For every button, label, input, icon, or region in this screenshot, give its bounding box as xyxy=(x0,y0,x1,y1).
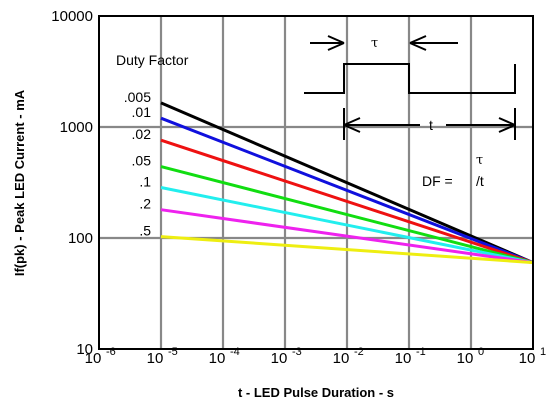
y-tick-label: 1000 xyxy=(60,119,93,136)
x-tick-label: 10 xyxy=(209,350,226,367)
x-tick-label: 10 xyxy=(519,350,536,367)
x-tick-labels: 10 -6 10 -5 10 -4 10 -3 10 -2 10 -1 10 0 10 1 xyxy=(85,346,546,367)
x-tick-label: 10 xyxy=(85,350,102,367)
legend-title: Duty Factor xyxy=(116,52,189,68)
series-label: .5 xyxy=(139,223,151,239)
x-tick-label: 10 xyxy=(457,350,474,367)
pulse-waveform xyxy=(304,63,516,94)
series-label: .1 xyxy=(139,174,151,190)
period-arrowhead-left xyxy=(343,117,361,133)
series-label: .005 xyxy=(124,89,151,105)
series-line xyxy=(160,116,534,264)
y-tick-labels: 10 100 1000 10000 xyxy=(51,8,93,358)
x-tick-exponent: -4 xyxy=(230,346,240,358)
x-axis-title: t - LED Pulse Duration - s xyxy=(238,385,394,400)
series-lines xyxy=(160,101,534,265)
y-tick-label: 10 xyxy=(76,341,93,358)
pulse-arrowhead-left xyxy=(327,35,345,51)
x-tick-label: 10 xyxy=(147,350,164,367)
series-label: .01 xyxy=(132,104,152,120)
series-line xyxy=(160,138,534,265)
series-line xyxy=(160,208,534,265)
pulse-diagram: τ t xyxy=(304,35,516,140)
series-line xyxy=(160,186,534,265)
tau-label: τ xyxy=(371,36,378,51)
series-line xyxy=(160,235,534,265)
series-line xyxy=(160,165,534,265)
x-tick-exponent: -6 xyxy=(106,346,116,358)
pulse-arrowhead-right xyxy=(409,35,427,51)
x-tick-label: 10 xyxy=(271,350,288,367)
x-tick-label: 10 xyxy=(395,350,412,367)
series-label: .05 xyxy=(132,153,152,169)
series-labels: .005.01 .02 .05 .1 .2 .5 xyxy=(124,89,151,239)
series-label: .02 xyxy=(132,126,152,142)
x-tick-exponent: -5 xyxy=(168,346,178,358)
period-arrowhead-right xyxy=(498,117,516,133)
y-tick-label: 100 xyxy=(68,230,93,247)
y-axis-title: If(pk) - Peak LED Current - mA xyxy=(12,89,27,276)
x-tick-label: 10 xyxy=(333,350,350,367)
duty-factor-formula: τ DF = /t xyxy=(422,153,484,189)
x-tick-exponent: -2 xyxy=(354,346,364,358)
x-tick-exponent: -1 xyxy=(416,346,426,358)
formula-suffix: /t xyxy=(476,173,484,189)
series-line xyxy=(160,101,534,264)
period-label: t xyxy=(429,117,433,133)
y-tick-label: 10000 xyxy=(51,8,93,25)
x-tick-exponent: 1 xyxy=(540,346,546,358)
series-label: .2 xyxy=(139,196,151,212)
x-tick-exponent: -3 xyxy=(292,346,302,358)
plot-frame xyxy=(98,15,534,350)
formula-tau: τ xyxy=(476,153,483,168)
x-tick-exponent: 0 xyxy=(478,346,484,358)
formula-prefix: DF = xyxy=(422,173,457,189)
